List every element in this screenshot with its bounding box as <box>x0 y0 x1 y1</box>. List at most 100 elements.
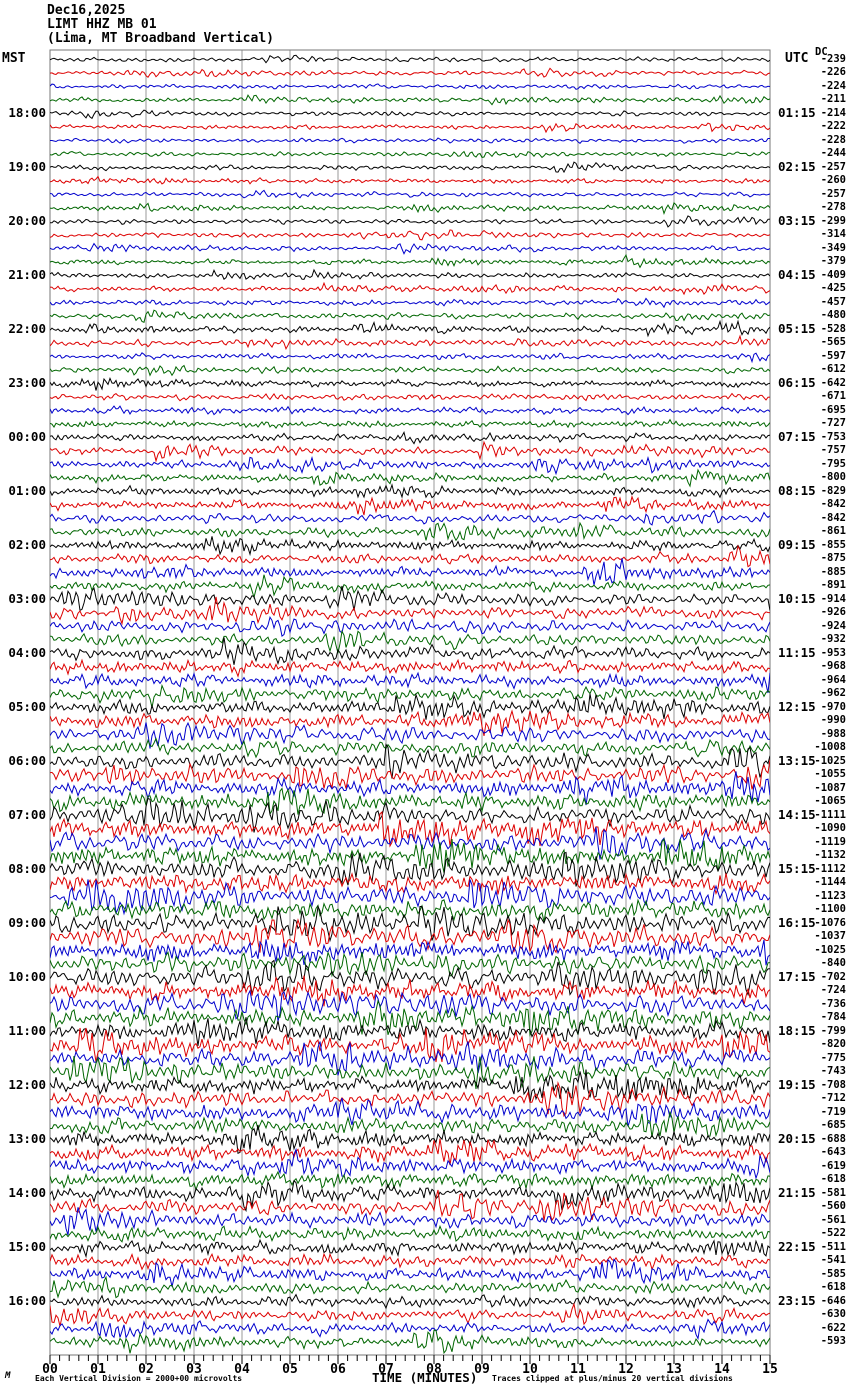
seismic-trace-row <box>50 242 770 255</box>
utc-hour-label: 16:15 <box>778 914 816 930</box>
mst-hour-label: 00:00 <box>8 428 46 444</box>
seismic-trace-row <box>50 122 770 134</box>
seismic-trace-row <box>50 1224 770 1243</box>
dc-offset-value: -736 <box>820 997 846 1010</box>
utc-hour-label: 14:15 <box>778 806 816 822</box>
header-date: Dec16,2025 <box>47 3 126 18</box>
x-tick-label: 15 <box>762 1362 778 1377</box>
mst-hour-label: 07:00 <box>8 806 46 822</box>
x-tick-label: 07 <box>378 1362 394 1377</box>
dc-offset-value: -565 <box>820 336 846 348</box>
x-tick-label: 09 <box>474 1362 490 1377</box>
dc-offset-value: -511 <box>820 1240 846 1253</box>
seismic-trace-row <box>50 1258 770 1287</box>
seismic-trace-row <box>50 1041 770 1076</box>
dc-offset-value: -646 <box>820 1294 846 1307</box>
dc-offset-value: -990 <box>820 714 846 726</box>
seismic-trace-row <box>50 810 770 848</box>
seismic-trace-row <box>50 629 770 654</box>
seismic-trace-row <box>50 1110 770 1138</box>
scale-note: Each Vertical Division = 2000+00 microvo… <box>35 1374 243 1383</box>
dc-offset-value: -278 <box>820 201 846 213</box>
mst-hour-label: 22:00 <box>8 320 46 336</box>
dc-offset-value: -799 <box>820 1024 846 1037</box>
dc-offset-value: -480 <box>820 309 846 321</box>
dc-offset-value: -618 <box>820 1281 846 1293</box>
dc-offset-value: -211 <box>820 93 846 105</box>
seismic-trace-row <box>50 1302 770 1327</box>
seismic-trace-row <box>50 54 770 64</box>
right-timezone-label: UTC <box>785 51 809 66</box>
dc-offset-value: -820 <box>820 1038 846 1050</box>
seismic-trace-row <box>50 392 770 402</box>
seismic-trace-row <box>50 319 770 338</box>
dc-offset-value: -541 <box>820 1254 846 1266</box>
seismic-trace-row <box>50 797 770 833</box>
dc-offset-value: -228 <box>820 133 846 146</box>
dc-offset-value: -585 <box>820 1267 846 1280</box>
seismic-trace-row <box>50 787 770 816</box>
x-tick-label: 12 <box>618 1362 634 1377</box>
seismic-trace-row <box>50 229 770 241</box>
dc-offset-value: -671 <box>820 390 846 402</box>
x-tick-label: 04 <box>234 1362 250 1377</box>
utc-hour-label: 21:15 <box>778 1184 816 1200</box>
dc-offset-value: -800 <box>820 471 846 483</box>
mst-hour-label: 01:00 <box>8 482 46 498</box>
seismic-trace-row <box>50 215 770 228</box>
seismic-trace-row <box>50 737 770 759</box>
dc-offset-value: -528 <box>820 322 846 335</box>
seismic-trace-row <box>50 468 770 488</box>
seismic-trace-row <box>50 827 770 860</box>
dc-offset-value: -643 <box>820 1146 846 1158</box>
header-station: LIMT HHZ MB 01 <box>47 17 157 32</box>
dc-offset-value: -349 <box>820 241 846 254</box>
dc-offset-value: -379 <box>820 255 846 267</box>
mst-hour-label: 04:00 <box>8 644 46 660</box>
dc-offset-value: -1119 <box>814 835 846 848</box>
dc-offset-value: -239 <box>820 52 846 65</box>
dc-column-header: DC <box>815 46 828 58</box>
dc-offset-value: -914 <box>820 592 846 605</box>
seismic-trace-row <box>50 202 770 215</box>
dc-offset-value: -214 <box>820 106 846 119</box>
x-axis-title: TIME (MINUTES) <box>372 1370 478 1385</box>
seismic-trace-row <box>50 905 770 943</box>
seismic-trace-row <box>50 759 770 790</box>
utc-hour-label: 03:15 <box>778 212 816 228</box>
x-tick-label: 02 <box>138 1362 154 1377</box>
dc-offset-value: -622 <box>820 1321 846 1334</box>
dc-offset-value: -425 <box>820 282 846 294</box>
seismic-trace-row <box>50 721 770 749</box>
seismic-trace-row <box>50 872 770 895</box>
utc-hour-label: 15:15 <box>778 860 816 876</box>
dc-offset-value: -1100 <box>814 903 846 915</box>
dc-offset-value: -522 <box>820 1227 846 1239</box>
x-tick-label: 08 <box>426 1362 442 1377</box>
seismic-trace-row <box>50 161 770 174</box>
dc-offset-value: -970 <box>820 700 846 713</box>
dc-offset-value: -1111 <box>814 808 846 821</box>
utc-hour-label: 20:15 <box>778 1130 816 1146</box>
mst-hour-label: 11:00 <box>8 1022 46 1038</box>
x-tick-label: 03 <box>186 1362 202 1377</box>
utc-hour-label: 19:15 <box>778 1076 816 1092</box>
dc-offset-value: -257 <box>820 187 846 200</box>
utc-hour-label: 10:15 <box>778 590 816 606</box>
watermark-glyph: M <box>5 1371 11 1381</box>
dc-offset-value: -597 <box>820 349 846 362</box>
dc-offset-value: -1055 <box>814 768 846 780</box>
header-location: (Lima, MT Broadband Vertical) <box>47 31 274 46</box>
seismic-trace-row <box>50 334 770 351</box>
seismic-trace-row <box>50 364 770 377</box>
seismic-trace-row <box>50 637 770 666</box>
dc-offset-value: -926 <box>820 606 846 618</box>
dc-offset-value: -775 <box>820 1051 846 1064</box>
seismic-trace-row <box>50 1138 770 1166</box>
seismic-trace-row <box>50 268 770 280</box>
dc-offset-value: -1087 <box>814 781 846 794</box>
seismic-trace-row <box>50 975 770 1007</box>
seismic-trace-row <box>50 1275 770 1299</box>
seismic-trace-row <box>50 771 770 806</box>
seismic-trace-row <box>50 671 770 694</box>
